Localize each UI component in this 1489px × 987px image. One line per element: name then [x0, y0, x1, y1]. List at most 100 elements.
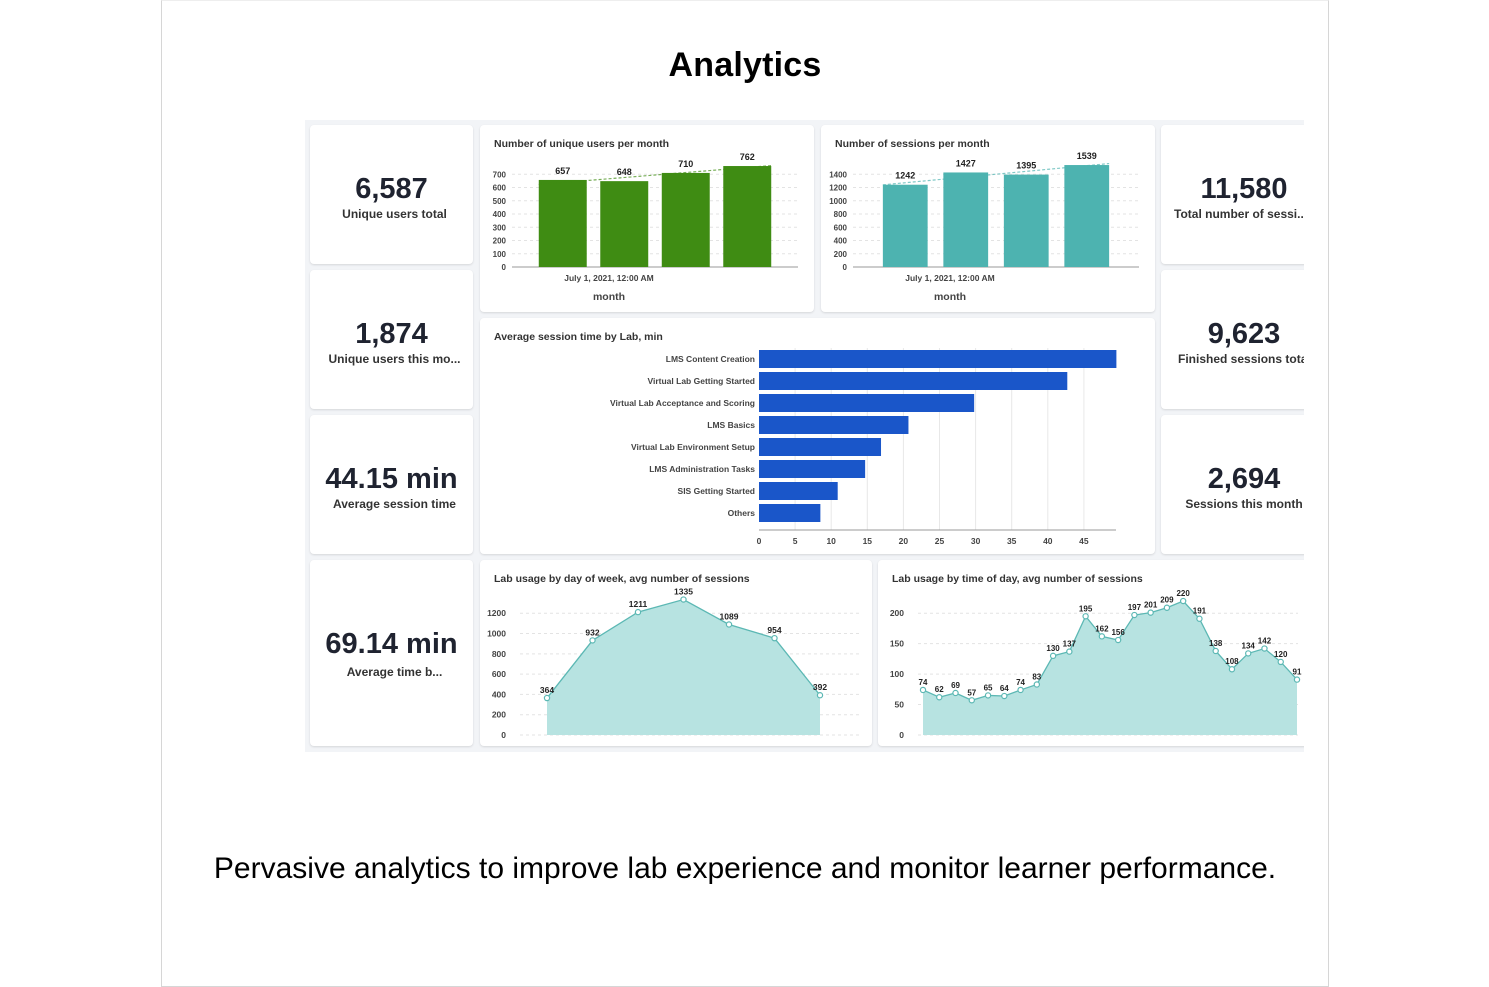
data-label: 954: [767, 625, 781, 635]
time-of-day-area-chart: 0 50 100 150 200 74 62 69 57 65 64 74 83 130 137 195 162…: [890, 589, 1302, 740]
data-point: [1033, 681, 1041, 688]
data-label: 1395: [1016, 161, 1036, 171]
bar: [723, 166, 772, 267]
data-label: 137: [1063, 640, 1077, 649]
data-label: 364: [540, 685, 554, 695]
y-tick-label: 400: [834, 237, 848, 246]
data-label: 195: [1079, 604, 1093, 613]
y-tick-label: 600: [493, 184, 507, 193]
category-label: Virtual Lab Getting Started: [647, 376, 755, 386]
chart-card-sessions: Number of sessions per month 0 200 400 600 8…: [821, 125, 1155, 312]
bar: [943, 172, 989, 267]
chart-card-day-of-week: Lab usage by day of week, avg number of …: [480, 560, 872, 746]
data-point: [919, 686, 927, 694]
data-point: [589, 637, 596, 644]
data-point: [984, 692, 992, 699]
y-tick-label: 600: [834, 223, 848, 232]
kpi-label: Unique users this mo...: [328, 352, 461, 366]
category-label: LMS Content Creation: [666, 354, 755, 364]
chart-title: Number of sessions per month: [835, 138, 990, 150]
data-point: [1049, 652, 1057, 660]
data-label: 657: [555, 166, 570, 176]
area-fill: [547, 599, 820, 735]
data-point: [1293, 676, 1301, 683]
x-axis-title: month: [593, 291, 625, 303]
chart-title: Number of unique users per month: [494, 138, 670, 150]
y-tick-label: 800: [834, 210, 848, 219]
data-point: [968, 697, 975, 704]
y-tick-label: 0: [843, 263, 848, 272]
data-point: [725, 621, 733, 628]
y-tick-label: 1400: [829, 170, 847, 179]
kpi-card-average-session-time: 44.15 min Average session time: [310, 415, 473, 554]
y-tick-label: 400: [493, 210, 507, 219]
chart-title: Average session time by Lab, min: [494, 331, 663, 343]
x-tick-label: July 1, 2021, 12:00 AM: [564, 273, 653, 283]
y-tick-label: 700: [493, 170, 507, 179]
x-tick-label: 45: [1079, 536, 1089, 546]
y-tick-label: 0: [899, 730, 904, 740]
data-point: [1163, 604, 1171, 611]
category-label: Virtual Lab Acceptance and Scoring: [610, 398, 755, 408]
data-point: [1196, 615, 1203, 622]
kpi-label: Unique users total: [342, 207, 447, 221]
data-point: [952, 689, 959, 697]
trend-line: [538, 164, 772, 186]
y-tick-label: 500: [493, 197, 507, 206]
data-point: [1114, 636, 1122, 644]
data-label: 57: [967, 688, 976, 697]
data-point: [1245, 650, 1252, 657]
kpi-value: 9,623: [1207, 318, 1281, 350]
data-label: 120: [1274, 650, 1288, 659]
data-label: 1211: [629, 599, 648, 609]
data-label: 83: [1032, 672, 1041, 681]
data-label: 64: [1000, 684, 1009, 693]
trend-line: [882, 162, 1110, 186]
bar: [661, 172, 710, 267]
y-tick-label: 200: [493, 237, 507, 246]
data-label: 69: [951, 681, 960, 690]
y-tick-label: 150: [890, 639, 904, 649]
x-tick-label: 30: [971, 536, 981, 546]
kpi-card-sessions-this-month: 2,694 Sessions this month: [1161, 415, 1304, 554]
data-point: [1017, 686, 1024, 694]
x-tick-label: 40: [1043, 536, 1053, 546]
bar: [1003, 174, 1049, 267]
data-label: 156: [1111, 628, 1125, 637]
bar: [1064, 165, 1110, 267]
sessions-bar-chart: 0 200 400 600 800 1000 1200 1400 1242 1427 1395 153…: [829, 151, 1139, 303]
kpi-card-finished-sessions: 9,623 Finished sessions tota: [1161, 270, 1304, 409]
y-tick-label: 800: [492, 649, 506, 659]
y-tick-label: 600: [492, 669, 506, 679]
y-tick-label: 300: [493, 223, 507, 232]
data-label: 1089: [720, 611, 739, 621]
y-tick-label: 1000: [487, 629, 506, 639]
data-point: [1098, 633, 1106, 640]
avg-session-by-lab-chart: 0 5 10 15 20 25 30 35 40 45 LMS Content Creation Vi…: [610, 348, 1117, 546]
y-tick-label: 0: [501, 730, 506, 740]
bar: [600, 181, 649, 267]
category-label: Others: [728, 508, 756, 518]
data-point: [1261, 645, 1268, 652]
data-label: 65: [984, 683, 993, 692]
data-label: 209: [1160, 596, 1174, 605]
data-point: [1131, 611, 1138, 619]
x-tick-label: 10: [826, 536, 836, 546]
data-point: [936, 694, 943, 701]
data-point: [1228, 666, 1236, 673]
category-label: Virtual Lab Environment Setup: [631, 442, 755, 452]
chart-title: Lab usage by day of week, avg number of …: [494, 573, 750, 585]
bar: [759, 460, 866, 478]
y-tick-label: 100: [493, 250, 507, 259]
data-point: [634, 608, 642, 616]
data-label: 74: [1016, 678, 1025, 687]
data-label: 191: [1193, 607, 1207, 616]
data-label: 130: [1046, 644, 1060, 653]
kpi-label: Average session time: [333, 497, 456, 511]
data-label: 762: [740, 152, 755, 162]
bar: [538, 179, 587, 267]
data-label: 1427: [956, 158, 976, 168]
data-label: 138: [1209, 639, 1223, 648]
kpi-value: 11,580: [1200, 173, 1288, 205]
day-of-week-area-chart: 0 200 400 600 800 1000 1200 364 932 1211 1335 1089 9…: [487, 587, 860, 740]
